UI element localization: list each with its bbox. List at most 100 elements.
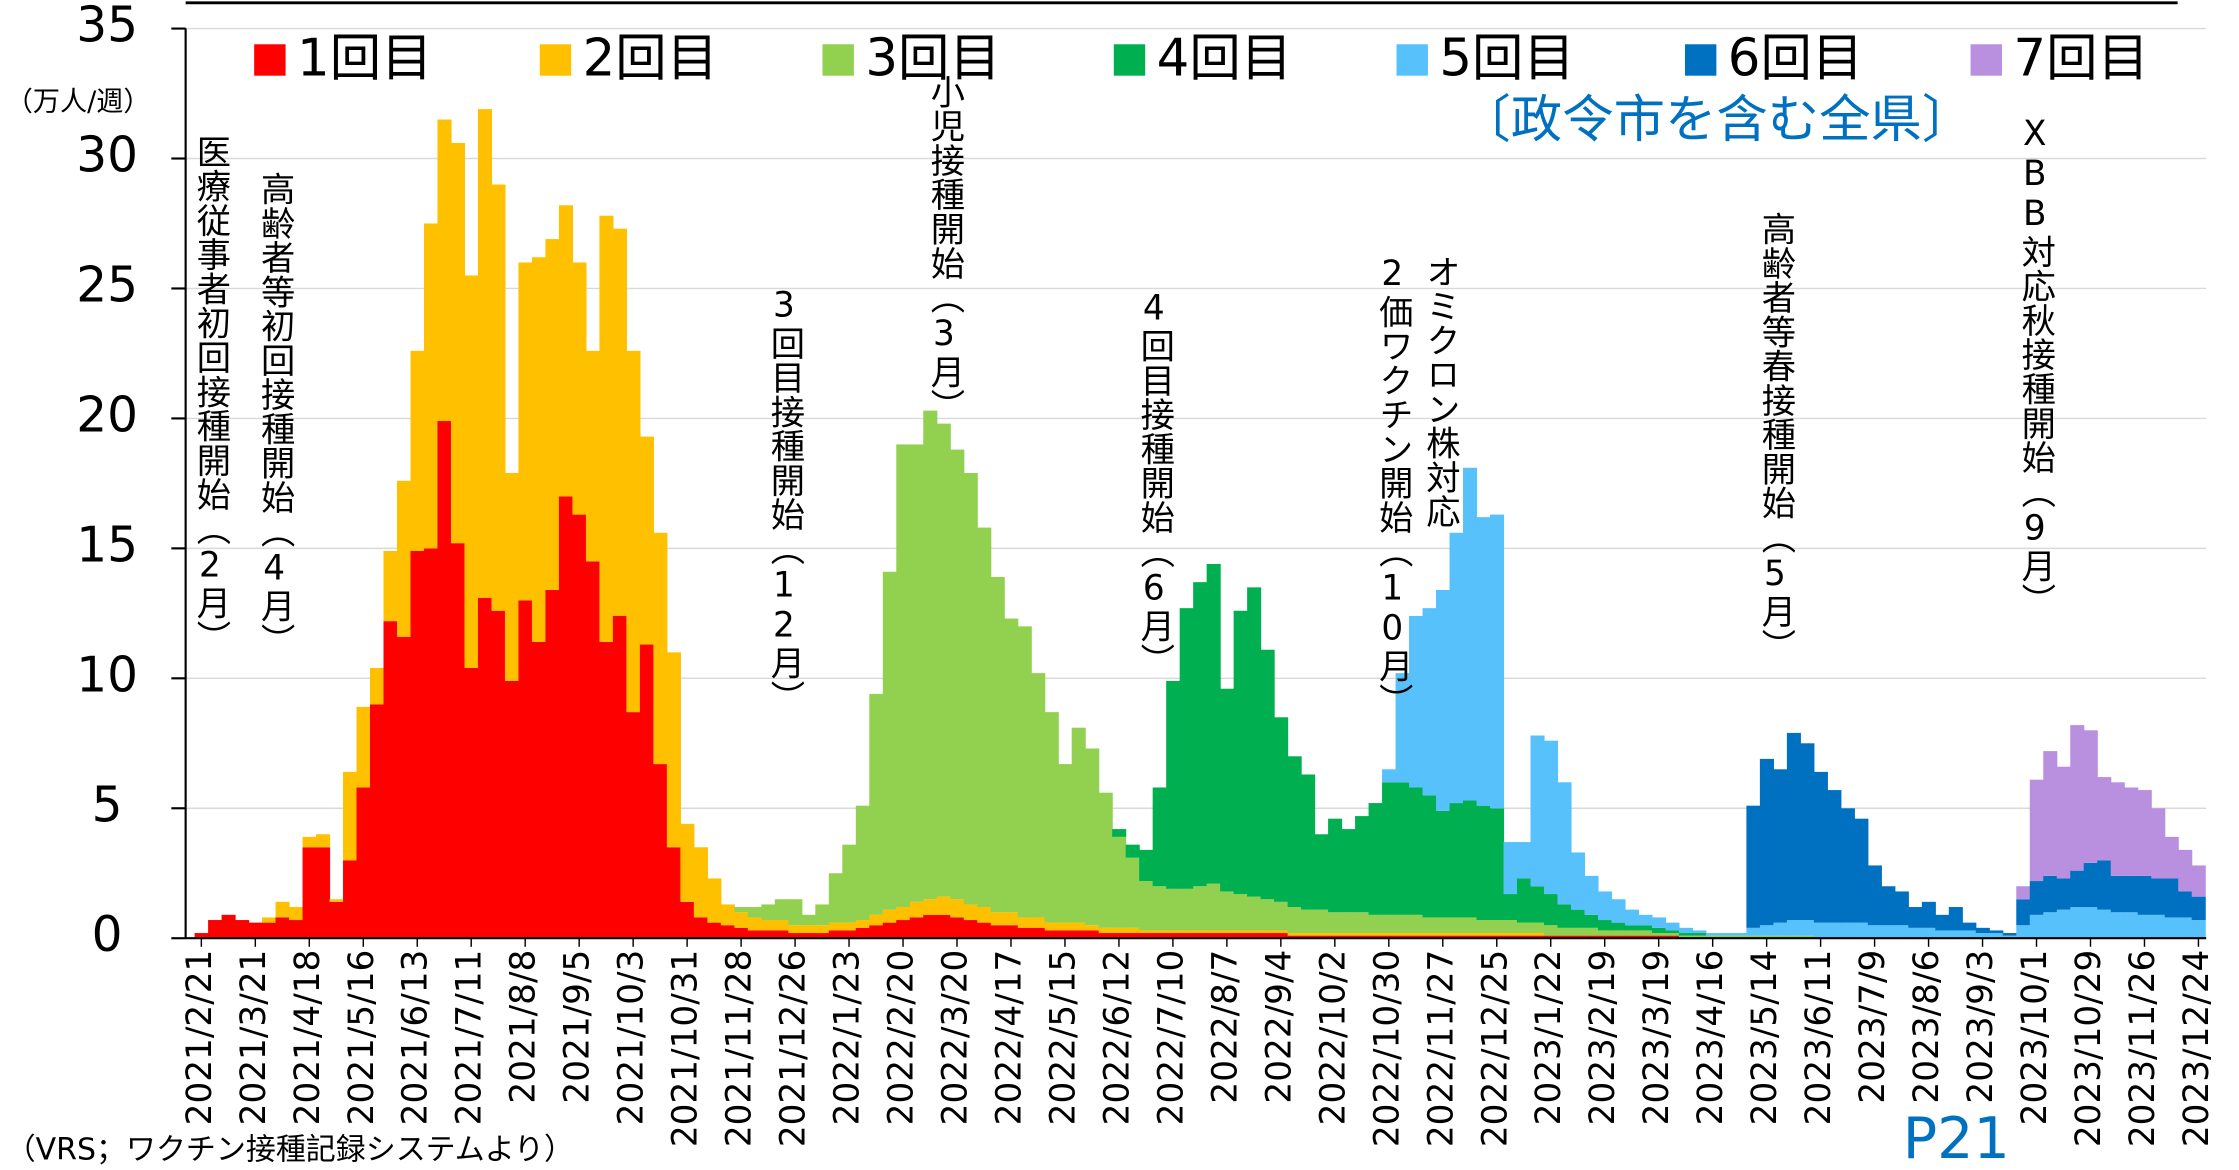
x-tick-label: 2022/8/7 (1205, 950, 1245, 1104)
bar-segment (1355, 935, 1370, 939)
bar-segment (275, 901, 290, 918)
bar-segment (1098, 933, 1113, 939)
bar-segment (1166, 930, 1181, 934)
bar-segment (2110, 875, 2125, 913)
bar-segment (2043, 875, 2058, 913)
bar-segment (356, 706, 371, 788)
bar-segment (1247, 933, 1262, 939)
bar-segment (1314, 834, 1329, 910)
bar-segment (950, 899, 965, 918)
bar-segment (1530, 935, 1545, 939)
x-tick-label: 2022/6/12 (1097, 950, 1137, 1126)
bar-segment (1651, 927, 1667, 934)
bar-segment (302, 836, 317, 848)
x-tick-label: 2023/1/22 (1529, 950, 1569, 1126)
bar-segment (545, 589, 560, 939)
bar-segment (1031, 673, 1046, 918)
bar-segment (1125, 927, 1140, 934)
bar-segment (747, 907, 762, 918)
bar-segment (1557, 904, 1572, 928)
bar-segment (1557, 927, 1572, 936)
bar-segment (1233, 894, 1248, 931)
bar-segment (2029, 881, 2044, 915)
y-tick-label: 10 (76, 647, 138, 703)
bar-segment (329, 901, 344, 939)
bar-segment (1476, 805, 1491, 921)
bar-segment (1179, 933, 1194, 939)
bar-segment (423, 548, 439, 939)
bar-segment (1854, 818, 1869, 923)
bar-segment (869, 925, 884, 939)
bar-segment (2097, 860, 2112, 910)
bar-segment (1921, 927, 1936, 939)
x-tick-label: 2021/10/31 (666, 950, 706, 1148)
bar-segment (2191, 865, 2206, 897)
bar-segment (1854, 922, 1869, 939)
bar-segment (977, 907, 992, 923)
bar-segment (504, 472, 520, 681)
bar-segment (626, 350, 641, 713)
bar-segment (2043, 751, 2058, 876)
bar-segment (1597, 920, 1613, 931)
bar-segment (1476, 920, 1491, 934)
bar-segment (410, 550, 425, 939)
bar-segment (464, 275, 479, 668)
bar-segment (437, 119, 452, 422)
y-tick-label: 25 (76, 257, 138, 313)
bar-segment (1530, 922, 1545, 934)
bar-segment (450, 142, 466, 544)
y-axis-unit: （万人/週） (6, 86, 151, 117)
x-tick-label: 2022/10/30 (1367, 950, 1407, 1148)
x-tick-label: 2023/10/29 (2069, 950, 2109, 1148)
bar-segment (1368, 935, 1383, 939)
bar-segment (774, 930, 789, 939)
bar-segment (1301, 935, 1316, 939)
bar-segment (1813, 922, 1828, 939)
bar-segment (1894, 925, 1909, 939)
bar-segment (1503, 933, 1518, 936)
bar-segment (1382, 914, 1397, 934)
bar-segment (1503, 935, 1518, 939)
bar-segment (2016, 886, 2031, 900)
bar-segment (1759, 758, 1774, 926)
annotation: 高齢者等初回接種開始（4月） (254, 171, 295, 657)
bar-segment (707, 878, 722, 923)
source-note: （VRS；ワクチン接種記録システムより） (6, 1133, 574, 1168)
bar-segment (1975, 933, 1990, 939)
legend-swatch (822, 44, 854, 76)
bar-segment (1503, 842, 1518, 895)
bar-segment (585, 561, 600, 939)
bar-segment (653, 532, 668, 765)
bar-segment (1395, 935, 1410, 939)
legend-swatch (1113, 44, 1146, 76)
bar-segment (1031, 927, 1046, 939)
bar-segment (1004, 925, 1019, 939)
bar-segment (383, 621, 398, 939)
bar-segment (572, 514, 587, 939)
bar-segment (1382, 782, 1397, 915)
bar-segment (1962, 922, 1977, 931)
bar-segment (1152, 930, 1167, 934)
bar-segment (1773, 769, 1788, 923)
bar-segment (1786, 732, 1801, 921)
bar-segment (1638, 914, 1653, 926)
bar-segment (1193, 933, 1208, 939)
bar-segment (1597, 891, 1613, 921)
bar-segment (208, 920, 223, 939)
bar-segment (1624, 930, 1640, 936)
bar-segment (1989, 933, 2004, 939)
bar-segment (1179, 930, 1194, 934)
bar-segment (882, 909, 897, 923)
bar-segment (1112, 836, 1127, 928)
bar-segment (1328, 818, 1343, 913)
bar-segment (1409, 787, 1424, 915)
bar-segment (1206, 883, 1221, 931)
bar-segment (1112, 933, 1127, 939)
bar-segment (1301, 933, 1316, 936)
x-tick-label: 2021/9/5 (558, 950, 598, 1104)
bar-segment (1463, 935, 1478, 939)
x-tick-label: 2022/3/20 (936, 950, 976, 1126)
bar-segment (1436, 917, 1451, 934)
bar-segment (842, 922, 857, 931)
bar-segment (923, 899, 938, 915)
